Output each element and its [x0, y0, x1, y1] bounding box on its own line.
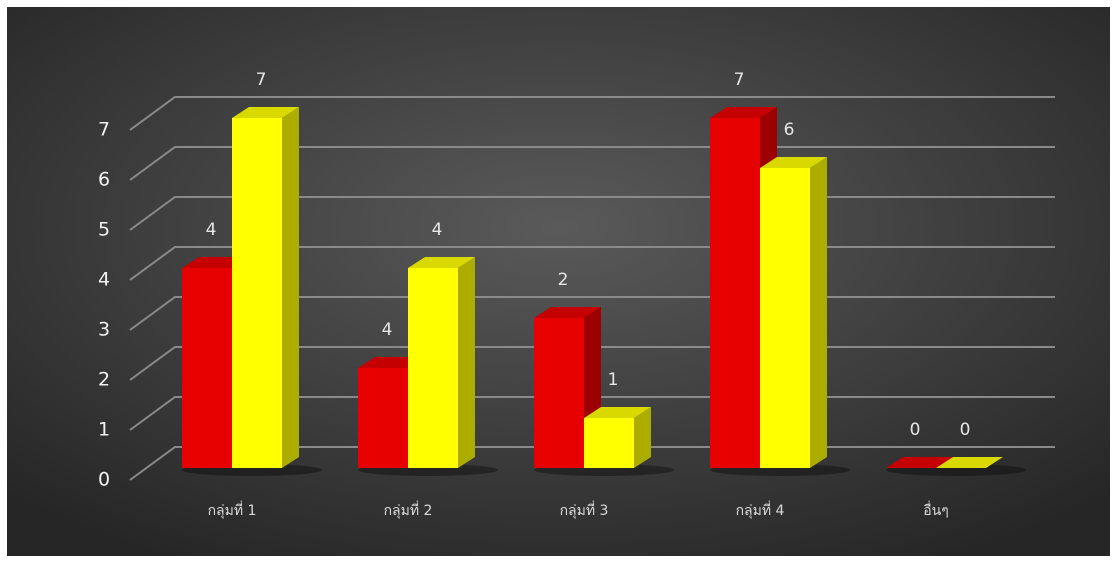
bar — [534, 318, 584, 468]
x-tick-label: กลุ่มที่ 4 — [736, 501, 785, 519]
bar-top — [760, 157, 827, 168]
data-label: 6 — [784, 120, 795, 140]
bar — [710, 118, 760, 468]
bar-top — [584, 407, 651, 418]
data-label: 7 — [734, 70, 745, 90]
y-tick-label: 1 — [98, 419, 110, 441]
data-label: 0 — [910, 420, 921, 440]
y-tick-label: 6 — [98, 169, 110, 191]
bar-top — [534, 307, 601, 318]
data-label: 7 — [256, 70, 267, 90]
data-label: 0 — [960, 420, 971, 440]
bar — [760, 168, 810, 468]
bar-top — [408, 257, 475, 268]
bar-top — [936, 457, 1003, 468]
x-tick-label: กลุ่มที่ 3 — [560, 501, 609, 519]
x-tick-label: อื่นๆ — [923, 501, 949, 519]
bar-side — [810, 157, 827, 468]
y-tick-label: 2 — [98, 369, 110, 391]
bar — [232, 118, 282, 468]
y-tick-label: 3 — [98, 319, 110, 341]
x-tick-label: กลุ่มที่ 1 — [208, 501, 257, 519]
y-tick-label: 4 — [98, 269, 110, 291]
bar — [182, 268, 232, 468]
data-label: 4 — [382, 320, 393, 340]
data-label: 4 — [432, 220, 443, 240]
grid-line — [129, 96, 1055, 131]
x-tick-label: กลุ่มที่ 2 — [384, 501, 433, 519]
bar — [408, 268, 458, 468]
data-label: 1 — [608, 370, 619, 390]
data-label: 2 — [558, 270, 569, 290]
bar-top — [710, 107, 777, 118]
y-tick-label: 5 — [98, 219, 110, 241]
bar-top — [232, 107, 299, 118]
y-tick-label: 0 — [98, 469, 110, 491]
bar — [358, 368, 408, 468]
data-label: 4 — [206, 220, 217, 240]
y-tick-label: 7 — [98, 119, 110, 141]
bar-top — [886, 457, 953, 468]
bar-side — [634, 407, 651, 468]
bar-side — [282, 107, 299, 468]
bar — [584, 418, 634, 468]
bar-side — [458, 257, 475, 468]
